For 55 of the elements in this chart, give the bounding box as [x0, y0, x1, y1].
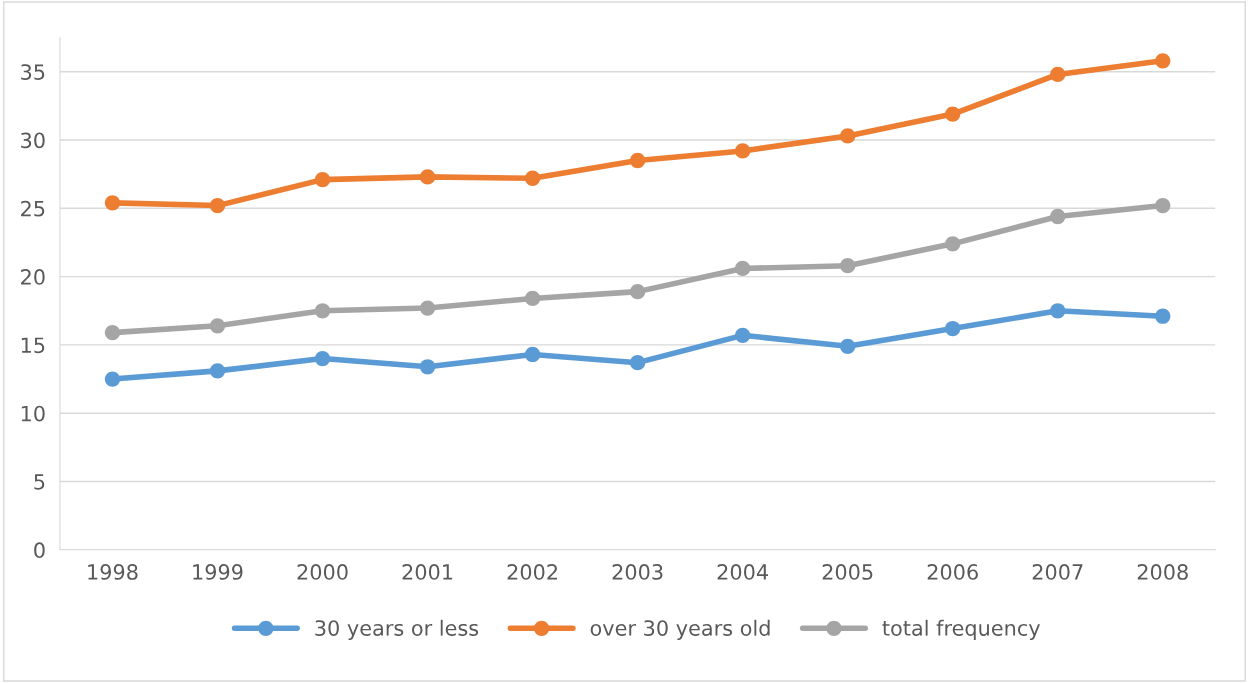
x-tick-label: 2003	[612, 564, 663, 580]
point	[840, 338, 856, 354]
point	[735, 327, 751, 343]
point	[209, 318, 226, 334]
x-tick-label: 2005	[822, 564, 873, 580]
y-tick-label: 0	[34, 542, 45, 559]
point	[735, 260, 751, 277]
point	[840, 128, 856, 144]
point	[945, 106, 961, 122]
point	[104, 324, 121, 341]
point	[209, 363, 226, 379]
x-tick-label: 1999	[193, 564, 243, 580]
legend-label: over 30 years old	[590, 619, 770, 640]
x-tick-label: 2001	[402, 564, 453, 580]
point	[840, 258, 856, 274]
point	[104, 195, 121, 211]
point	[629, 355, 646, 371]
point	[1050, 303, 1066, 319]
y-tick-label: 25	[21, 200, 45, 217]
x-tick-label: 2002	[507, 564, 558, 580]
y-tick-label: 10	[21, 405, 45, 422]
x-tick-label: 2008	[1137, 564, 1188, 580]
point	[1155, 308, 1171, 324]
x-tick-label: 1998	[88, 564, 138, 580]
x-tick-label: 2006	[927, 564, 978, 580]
point	[524, 170, 541, 186]
point	[419, 169, 436, 185]
x-tick-label: 2004	[717, 564, 768, 580]
y-tick-label: 30	[21, 132, 45, 149]
point	[209, 197, 226, 214]
x-tick-label: 2000	[297, 564, 348, 580]
point	[1050, 208, 1066, 225]
point	[314, 350, 331, 367]
legend-label: 30 years or less	[315, 619, 479, 640]
point	[629, 284, 646, 300]
point	[314, 171, 331, 188]
point	[735, 143, 751, 159]
point	[104, 371, 121, 387]
point	[419, 300, 436, 316]
y-tick-label: 20	[21, 269, 45, 285]
point	[524, 346, 541, 363]
point	[945, 320, 961, 337]
point	[1155, 53, 1171, 69]
point	[945, 236, 961, 252]
x-tick-label: 2007	[1032, 564, 1083, 580]
legend-label: total frequency	[882, 619, 1040, 640]
point	[524, 290, 541, 307]
y-tick-label: 35	[21, 64, 45, 80]
point	[419, 359, 436, 375]
point	[1155, 197, 1171, 214]
point	[629, 152, 646, 169]
point	[314, 303, 331, 319]
y-tick-label: 5	[34, 474, 45, 490]
y-tick-label: 15	[21, 337, 45, 354]
point	[1050, 66, 1066, 83]
